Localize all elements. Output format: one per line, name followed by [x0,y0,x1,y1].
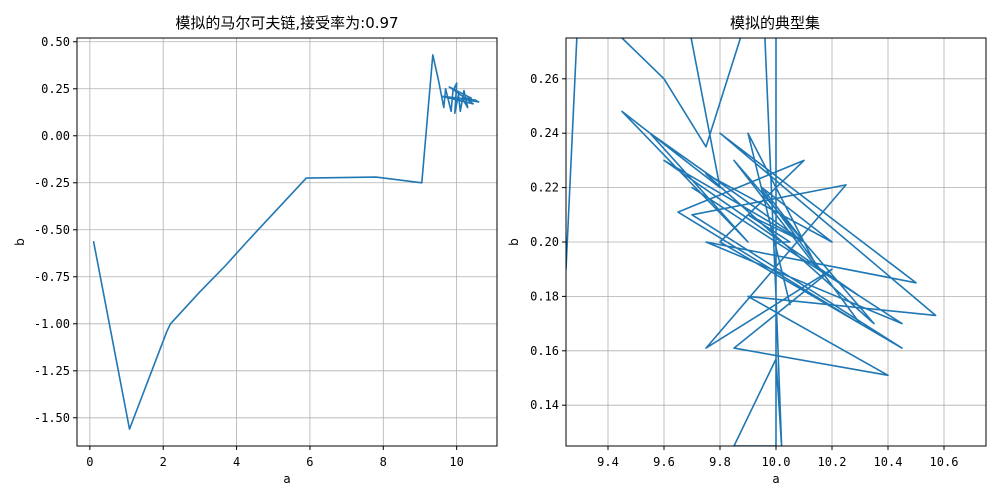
left-y-tick-label: -1.00 [34,317,70,331]
right-x-tick-label: 10.2 [818,455,847,469]
left-y-tick-label: -1.50 [34,411,70,425]
right-y-tick-label: 0.16 [530,344,559,358]
right-x-tick-label: 9.8 [709,455,731,469]
right-y-tick-label: 0.18 [530,289,559,303]
left-chart-title: 模拟的马尔可夫链,接受率为:0.97 [175,14,398,32]
right-typical-set-line [566,38,937,446]
right-chart-title: 模拟的典型集 [730,14,820,32]
right-y-tick-label: 0.22 [530,181,559,195]
left-tick-labels: 0 2 4 6 8 10 0.50 0.25 0.00 -0.25 -0.50 -0.75 -1.00 -… [34,35,464,469]
right-y-tick-label: 0.26 [530,72,559,86]
right-y-tick-label: 0.14 [530,398,559,412]
right-x-tick-label: 10.0 [762,455,791,469]
right-x-tick-label: 10.4 [874,455,903,469]
right-y-tick-label: 0.20 [530,235,559,249]
right-x-axis-label: a [772,472,779,486]
left-gridlines [77,38,497,446]
right-x-tick-label: 9.6 [653,455,675,469]
left-x-tick-label: 6 [306,455,313,469]
left-plot-frame [76,37,498,447]
left-panel: 模拟的马尔可夫链,接受率为:0.97 0 2 4 6 8 10 0.50 0.25 0.00 -0… [13,14,498,486]
right-panel: 模拟的典型集 9.4 9.6 9.8 10.0 10.2 10.4 10.6 0.26 0.24… [507,14,987,486]
left-y-tick-label: 0.50 [41,35,70,49]
left-x-tick-label: 2 [160,455,167,469]
left-y-tick-label: -0.75 [34,270,70,284]
right-y-axis-label: b [507,238,521,246]
left-y-tick-label: -0.25 [34,176,70,190]
left-y-axis-label: b [13,238,27,246]
left-x-tick-label: 8 [380,455,387,469]
left-x-tick-label: 10 [449,455,463,469]
right-x-tick-label: 10.6 [930,455,959,469]
right-tick-labels: 9.4 9.6 9.8 10.0 10.2 10.4 10.6 0.26 0.24 0.22 0.2… [530,72,958,469]
left-x-axis-label: a [283,472,290,486]
left-x-tick-label: 0 [86,455,93,469]
right-y-tick-label: 0.24 [530,126,559,140]
right-x-tick-label: 9.4 [597,455,619,469]
left-x-tick-label: 4 [233,455,240,469]
left-y-tick-label: -1.25 [34,364,70,378]
left-markov-chain-line [92,54,480,430]
left-y-tick-label: 0.00 [41,129,70,143]
left-y-tick-label: 0.25 [41,82,70,96]
left-y-tick-label: -0.50 [34,223,70,237]
